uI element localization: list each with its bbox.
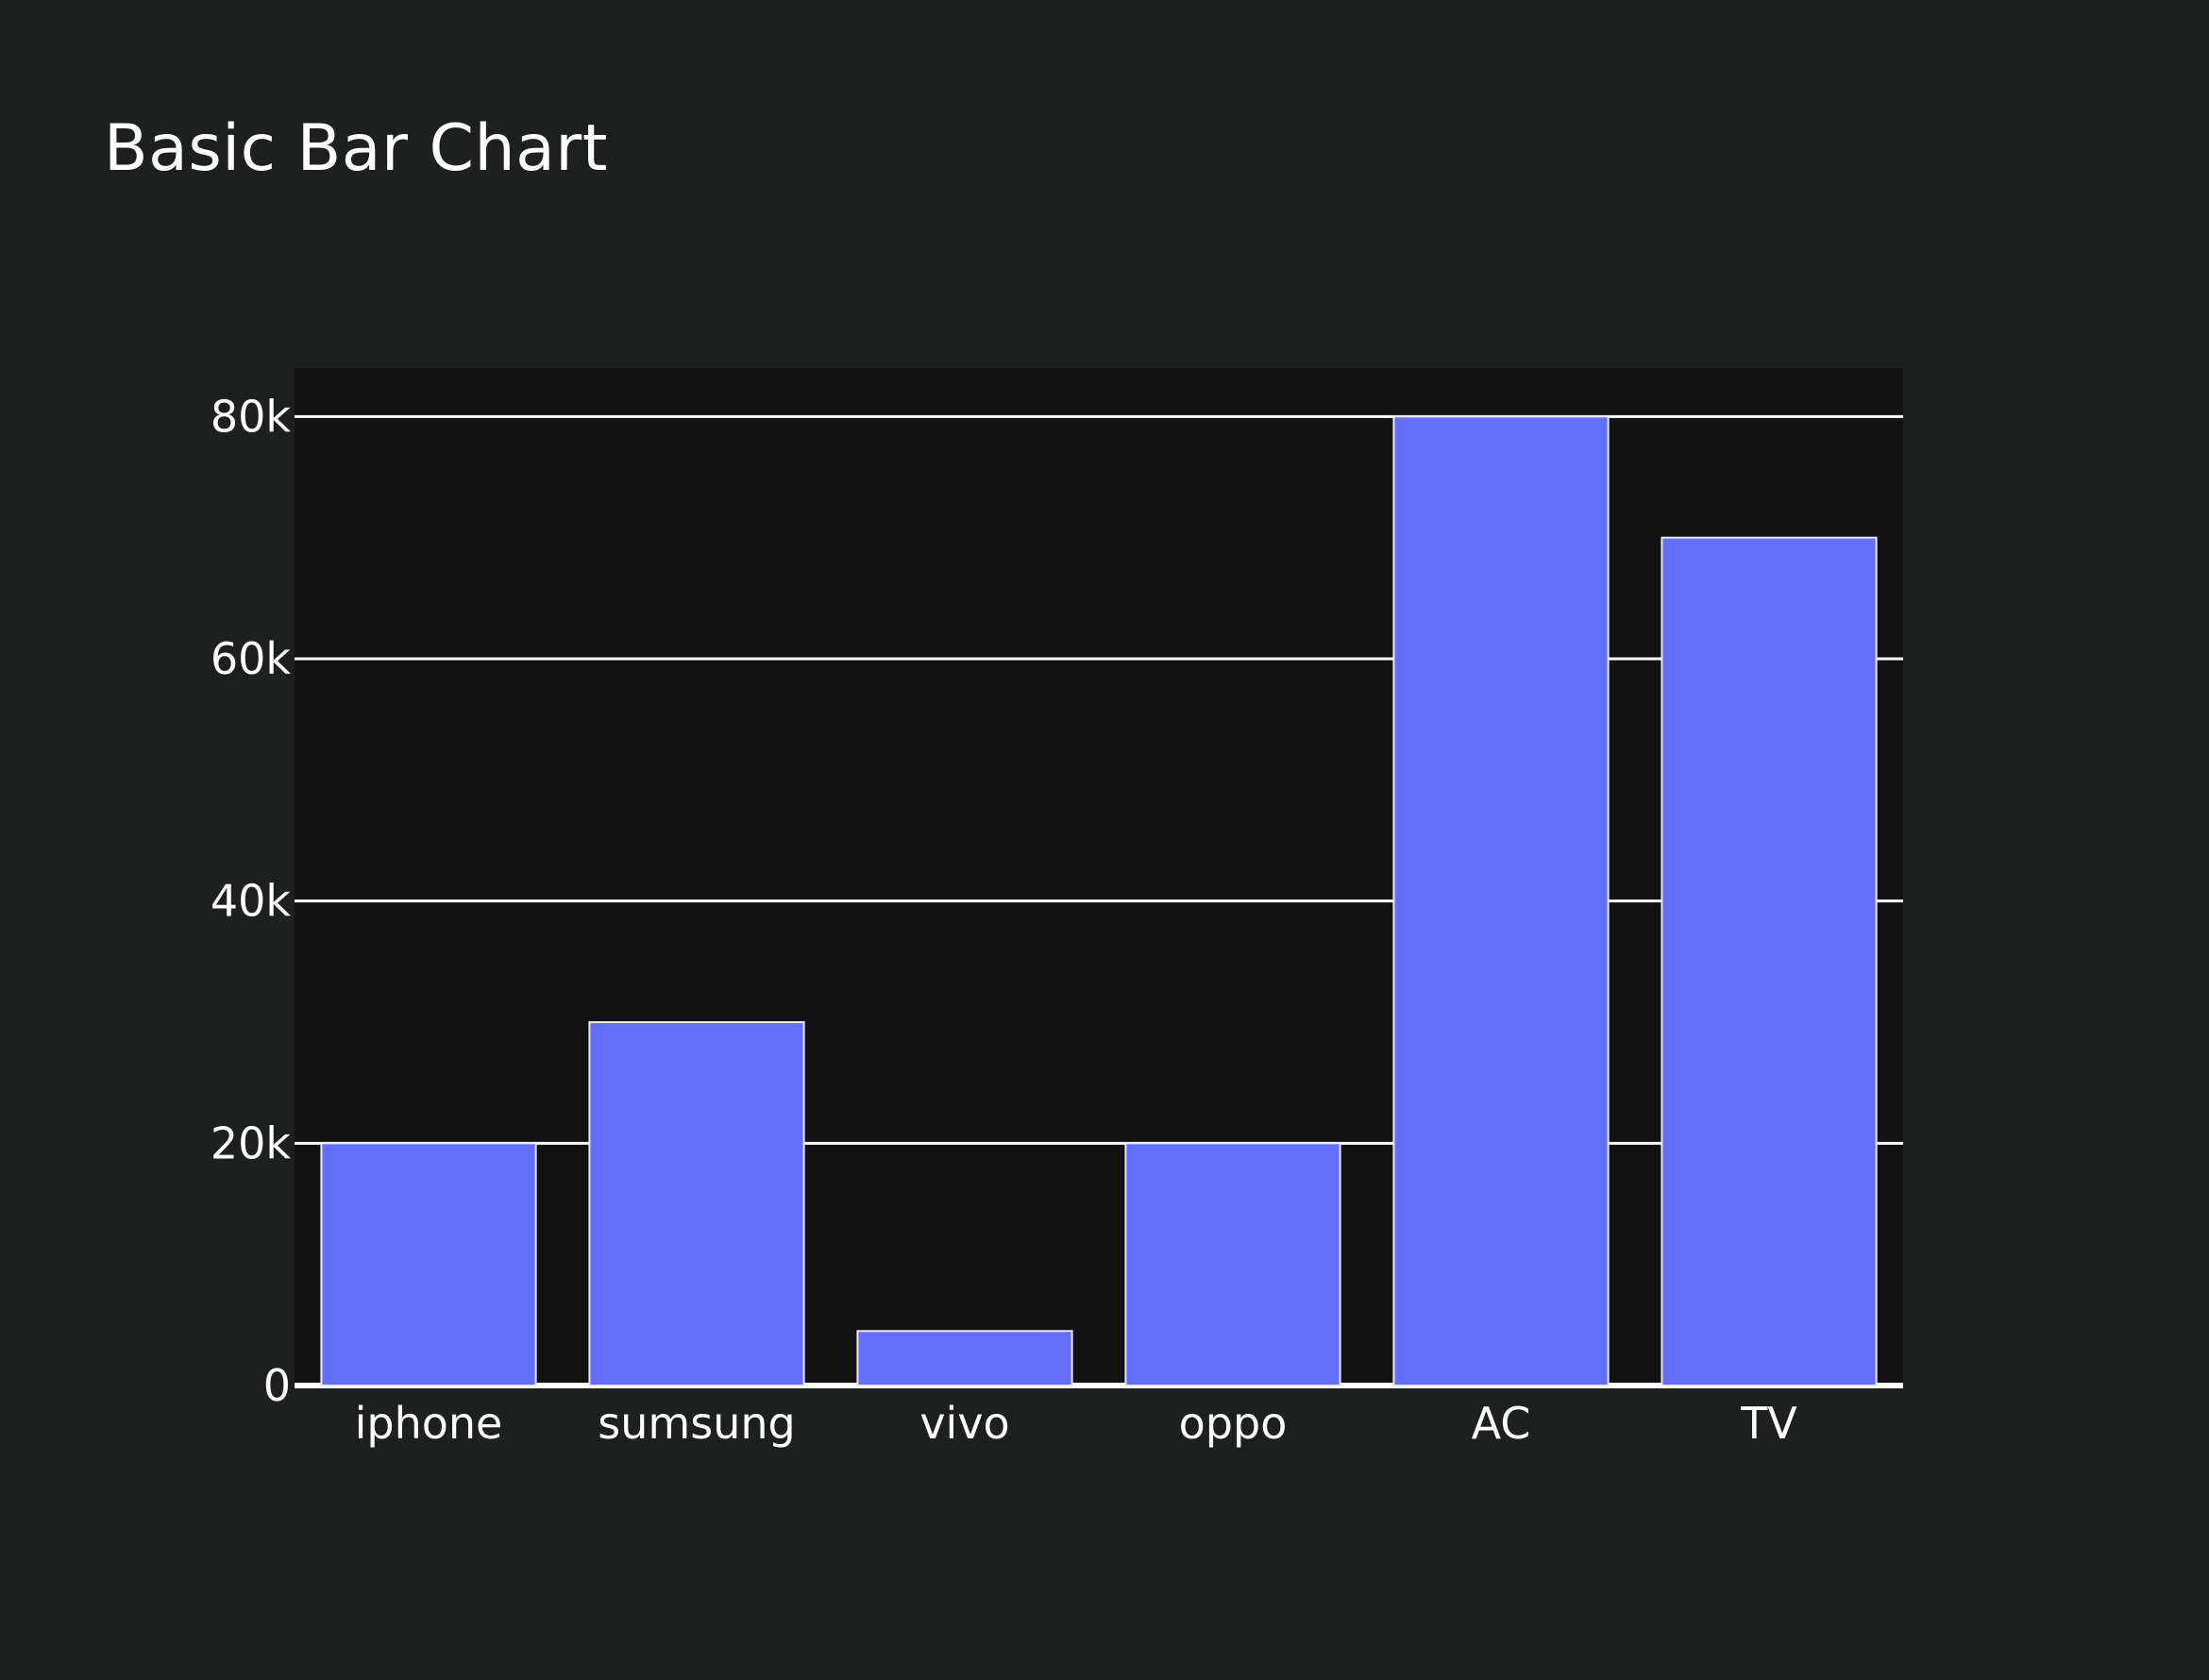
y-axis-ticks: 0 20k 40k 60k 80k bbox=[211, 391, 292, 1411]
x-tick-label: TV bbox=[1740, 1398, 1797, 1449]
x-tick-label: AC bbox=[1472, 1398, 1531, 1449]
x-tick-label: iphone bbox=[355, 1398, 503, 1449]
bar-tv[interactable] bbox=[1661, 536, 1878, 1386]
y-tick-label: 60k bbox=[211, 633, 292, 684]
bar-ac[interactable] bbox=[1392, 415, 1610, 1386]
x-tick-label: sumsung bbox=[598, 1398, 795, 1449]
y-tick-label: 20k bbox=[211, 1117, 292, 1168]
bar-oppo[interactable] bbox=[1124, 1142, 1341, 1387]
x-axis-ticks: iphone sumsung vivo oppo AC TV bbox=[355, 1398, 1798, 1449]
y-tick-label: 80k bbox=[211, 391, 292, 442]
bar-sumsung[interactable] bbox=[588, 1021, 805, 1386]
chart-title: Basic Bar Chart bbox=[104, 111, 608, 186]
x-tick-label: oppo bbox=[1179, 1398, 1288, 1449]
plot-background bbox=[295, 368, 1903, 1386]
y-tick-label: 0 bbox=[263, 1360, 291, 1411]
bars bbox=[320, 415, 1878, 1387]
bar-vivo[interactable] bbox=[856, 1330, 1073, 1386]
grid-lines bbox=[295, 414, 1903, 1388]
y-tick-label: 40k bbox=[211, 876, 292, 927]
bar-iphone[interactable] bbox=[320, 1142, 537, 1387]
x-tick-label: vivo bbox=[919, 1398, 1009, 1449]
